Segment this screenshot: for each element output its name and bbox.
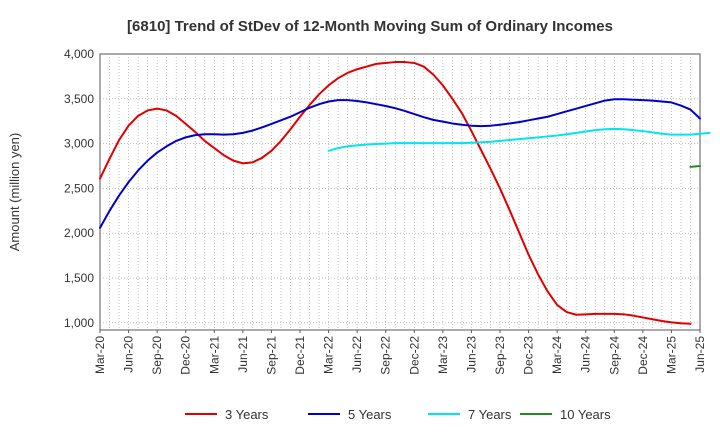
x-tick-label: Mar-24 <box>550 336 564 374</box>
x-tick-label: Dec-24 <box>636 336 650 375</box>
x-tick-label: Mar-20 <box>93 336 107 374</box>
x-tick-label: Dec-23 <box>522 336 536 375</box>
x-tick-label: Sep-22 <box>379 336 393 375</box>
x-tick-label: Sep-21 <box>264 336 278 375</box>
x-tick-label: Jun-23 <box>464 336 478 373</box>
legend: 3 Years 5 Years 7 Years 10 Years <box>185 407 611 422</box>
x-tick-label: Jun-20 <box>122 336 136 373</box>
y-tick-label: 1,000 <box>64 316 94 330</box>
x-tick-label: Mar-25 <box>664 336 678 374</box>
x-tick-label: Jun-21 <box>236 336 250 373</box>
x-tick-label: Jun-22 <box>350 336 364 373</box>
x-axis-ticks: Mar-20 Jun-20 Sep-20 Dec-20 Mar-21 Jun-21 Sep-… <box>93 330 707 375</box>
y-tick-label: 3,000 <box>64 137 94 151</box>
y-tick-label: 2,000 <box>64 226 94 240</box>
y-axis-label: Amount (million yen) <box>7 133 22 252</box>
legend-label-3-years: 3 Years <box>225 407 269 422</box>
series-line-5-years <box>99 98 701 229</box>
x-tick-label: Mar-21 <box>207 336 221 374</box>
x-tick-label: Dec-21 <box>293 336 307 375</box>
legend-label-10-years: 10 Years <box>560 407 611 422</box>
x-tick-label: Sep-24 <box>607 336 621 375</box>
x-tick-label: Jun-24 <box>579 336 593 373</box>
legend-label-7-years: 7 Years <box>468 407 512 422</box>
x-tick-label: Jun-25 <box>693 336 707 373</box>
grid <box>100 54 700 330</box>
y-tick-label: 3,500 <box>64 92 94 106</box>
x-tick-label: Dec-20 <box>179 336 193 375</box>
x-tick-label: Mar-23 <box>436 336 450 374</box>
y-tick-label: 2,500 <box>64 181 94 195</box>
y-axis-ticks: 1,000 1,500 2,000 2,500 3,000 3,500 4,000 <box>64 47 94 330</box>
x-tick-label: Dec-22 <box>407 336 421 375</box>
series-line-10-years <box>689 165 701 168</box>
series-lines <box>99 61 711 325</box>
x-tick-label: Mar-22 <box>322 336 336 374</box>
chart-title: [6810] Trend of StDev of 12-Month Moving… <box>127 18 613 35</box>
y-tick-label: 1,500 <box>64 271 94 285</box>
y-tick-label: 4,000 <box>64 47 94 61</box>
x-tick-label: Sep-20 <box>150 336 164 375</box>
plot-area <box>99 53 701 331</box>
x-tick-label: Sep-23 <box>493 336 507 375</box>
legend-label-5-years: 5 Years <box>348 407 392 422</box>
series-line-7-years <box>327 127 711 152</box>
